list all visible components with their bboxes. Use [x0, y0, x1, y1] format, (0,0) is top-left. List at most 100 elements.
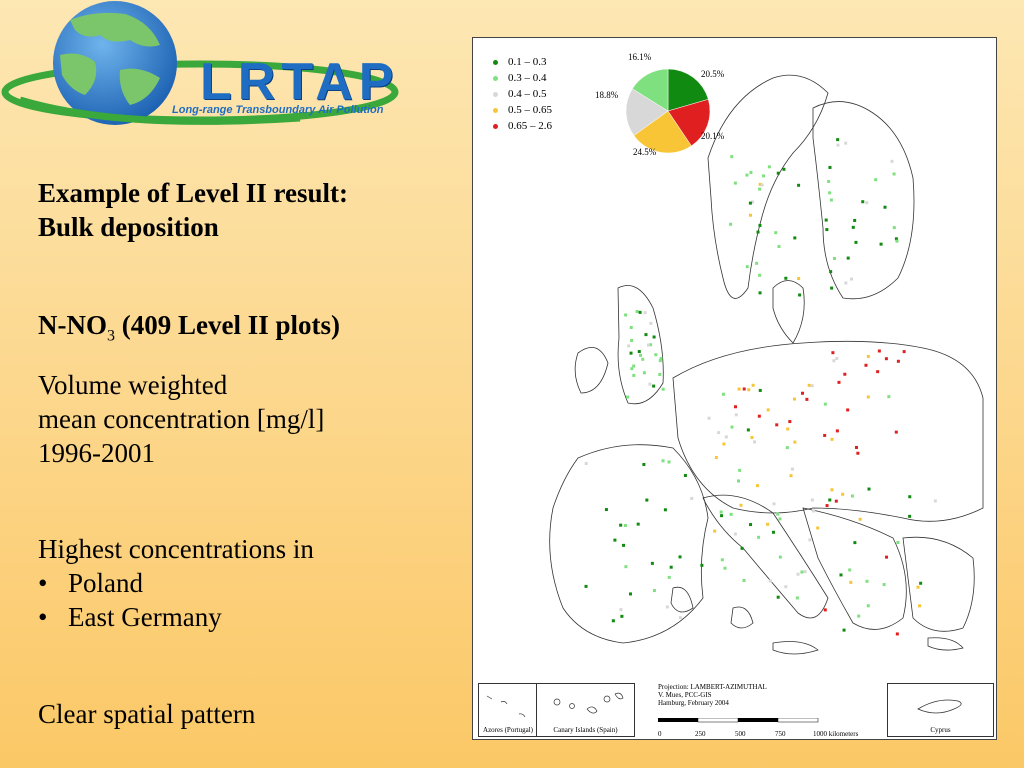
legend-swatch — [493, 75, 498, 81]
plot-marker — [620, 614, 624, 618]
plot-marker — [916, 585, 920, 589]
plot-marker — [789, 474, 793, 478]
inset-canary-label: Canary Islands (Spain) — [553, 726, 618, 734]
description: Volume weighted mean concentration [mg/l… — [38, 368, 324, 470]
plot-marker — [837, 380, 841, 384]
map-canvas — [549, 74, 984, 655]
plot-marker — [645, 498, 649, 502]
plot-marker — [661, 387, 665, 391]
lrtap-logo: LRTAP Long-range Transboundary Air Pollu… — [0, 0, 440, 135]
projection-line-3: Hamburg, February 2004 — [658, 699, 729, 707]
plot-marker — [745, 265, 749, 269]
plot-marker — [730, 425, 734, 429]
plot-marker — [864, 363, 868, 367]
plot-marker — [849, 580, 853, 584]
plot-marker — [636, 522, 640, 526]
plot-marker — [734, 413, 738, 417]
plot-marker — [798, 293, 802, 297]
plot-marker — [713, 529, 717, 533]
plot-marker — [635, 309, 639, 313]
scale-tick-0: 0 — [658, 730, 662, 738]
inset-cyprus-label: Cyprus — [930, 726, 951, 734]
plot-marker — [654, 353, 658, 357]
inset-azores-map — [486, 695, 526, 718]
plot-marker — [843, 372, 847, 376]
plot-marker — [902, 350, 906, 354]
plot-marker — [778, 517, 782, 521]
plot-marker — [755, 484, 759, 488]
plot-marker — [733, 532, 737, 536]
scale-tick-750: 750 — [775, 730, 786, 738]
slide-subheading: N-NO3 (409 Level II plots) — [38, 308, 340, 353]
plot-marker — [745, 173, 749, 177]
plot-marker — [758, 273, 762, 277]
plot-marker — [767, 165, 771, 169]
plot-marker — [834, 499, 838, 503]
plot-marker — [665, 605, 669, 609]
plot-marker — [632, 364, 636, 368]
plot-marker — [844, 281, 848, 285]
plot-marker — [649, 343, 653, 347]
subheading-suffix: (409 Level II plots) — [115, 310, 340, 340]
plot-marker — [758, 388, 762, 392]
plot-marker — [757, 535, 761, 539]
plot-marker — [700, 563, 704, 567]
plot-marker — [619, 523, 623, 527]
plot-marker — [643, 311, 647, 315]
plot-marker — [690, 496, 694, 500]
plot-marker — [823, 402, 827, 406]
plot-marker — [850, 494, 854, 498]
inset-azores-label: Azores (Portugal) — [483, 726, 533, 734]
plot-marker — [742, 387, 746, 391]
plot-marker — [793, 397, 797, 401]
plot-marker — [775, 423, 779, 427]
inset-azores: Azores (Portugal) — [478, 683, 538, 737]
plot-marker — [622, 543, 626, 547]
plot-marker — [777, 245, 781, 249]
legend-item: 0.3 – 0.4 — [493, 70, 552, 86]
legend-label: 0.1 – 0.3 — [508, 56, 547, 68]
plot-marker — [830, 286, 834, 290]
plot-marker — [641, 357, 645, 361]
bullet-marker: • — [38, 568, 48, 598]
plot-marker — [887, 395, 891, 399]
legend-label: 0.5 – 0.65 — [508, 104, 552, 116]
plot-marker — [630, 367, 634, 371]
plot-marker — [652, 589, 656, 593]
plot-marker — [810, 498, 814, 502]
scale-bar — [658, 718, 819, 723]
legend-swatch — [493, 107, 498, 113]
pie-label-dark-green: 20.5% — [701, 69, 725, 79]
plot-marker — [624, 313, 628, 317]
plot-marker — [801, 391, 805, 395]
description-line-3: 1996-2001 — [38, 438, 155, 468]
plot-marker — [637, 350, 641, 354]
plot-marker — [755, 261, 759, 265]
plot-marker — [828, 498, 832, 502]
plot-marker — [830, 437, 834, 441]
legend-item: 0.4 – 0.5 — [493, 86, 552, 102]
plot-marker — [707, 416, 711, 420]
pie-label-red: 20.1% — [701, 131, 725, 141]
plot-marker — [584, 461, 588, 465]
plot-marker — [624, 565, 628, 569]
plot-marker — [742, 578, 746, 582]
plot-marker — [846, 256, 850, 260]
plot-marker — [865, 579, 869, 583]
plot-marker — [885, 555, 889, 559]
plot-marker — [856, 451, 860, 455]
plot-marker — [803, 570, 807, 574]
plot-marker — [895, 239, 899, 243]
plot-marker — [784, 276, 788, 280]
plot-marker — [933, 499, 937, 503]
plot-marker — [749, 171, 753, 175]
plot-marker — [730, 155, 734, 159]
plot-marker — [877, 349, 881, 353]
plot-marker — [788, 420, 792, 424]
plot-marker — [737, 479, 740, 483]
plot-marker — [858, 517, 862, 521]
plot-marker — [866, 604, 870, 608]
plot-marker — [828, 191, 832, 195]
plot-marker — [613, 538, 617, 542]
plot-marker — [882, 583, 886, 587]
